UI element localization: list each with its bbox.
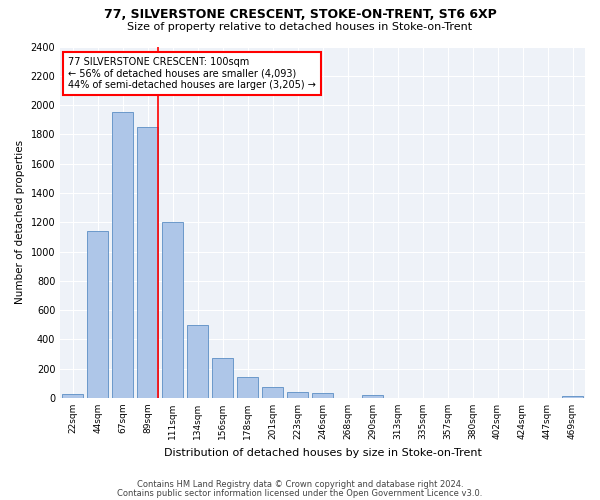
Bar — [237, 376, 258, 398]
Text: Contains public sector information licensed under the Open Government Licence v3: Contains public sector information licen… — [118, 488, 482, 498]
Bar — [562, 396, 583, 398]
Bar — [312, 393, 333, 398]
Bar — [262, 387, 283, 398]
Bar — [162, 222, 183, 398]
Y-axis label: Number of detached properties: Number of detached properties — [15, 140, 25, 304]
Bar — [362, 395, 383, 398]
Bar — [87, 231, 108, 398]
Bar — [287, 392, 308, 398]
Bar — [112, 112, 133, 398]
Bar — [187, 324, 208, 398]
Bar — [62, 394, 83, 398]
Bar — [212, 358, 233, 398]
Bar — [137, 127, 158, 398]
Text: 77 SILVERSTONE CRESCENT: 100sqm
← 56% of detached houses are smaller (4,093)
44%: 77 SILVERSTONE CRESCENT: 100sqm ← 56% of… — [68, 57, 316, 90]
X-axis label: Distribution of detached houses by size in Stoke-on-Trent: Distribution of detached houses by size … — [164, 448, 482, 458]
Text: Contains HM Land Registry data © Crown copyright and database right 2024.: Contains HM Land Registry data © Crown c… — [137, 480, 463, 489]
Text: 77, SILVERSTONE CRESCENT, STOKE-ON-TRENT, ST6 6XP: 77, SILVERSTONE CRESCENT, STOKE-ON-TRENT… — [104, 8, 496, 20]
Text: Size of property relative to detached houses in Stoke-on-Trent: Size of property relative to detached ho… — [127, 22, 473, 32]
